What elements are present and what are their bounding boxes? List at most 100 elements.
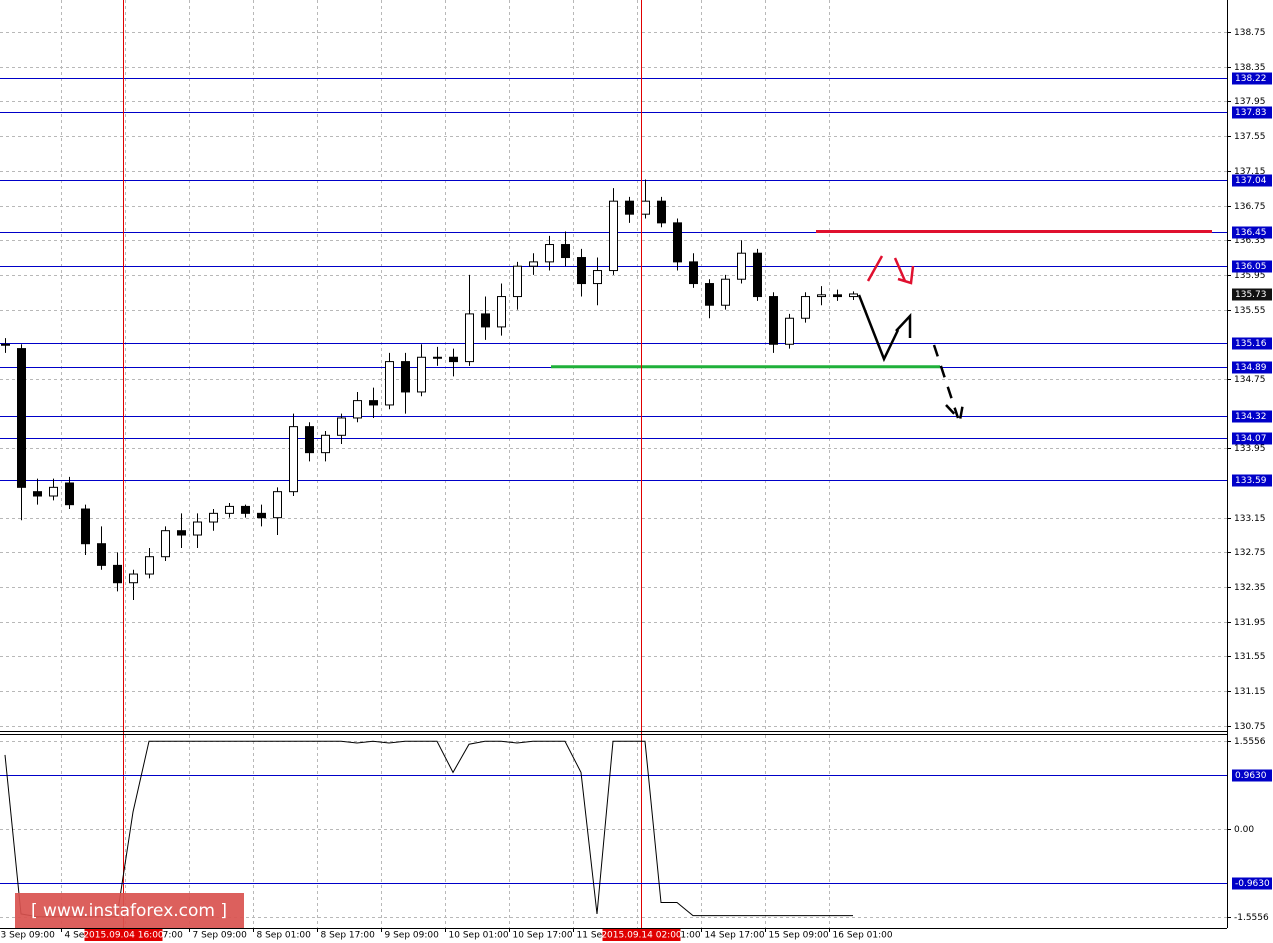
y-tick-label: 0.00 [1234,825,1254,835]
level-label: -0.9630 [1235,879,1270,889]
candle-body [513,265,522,298]
candle-body [145,556,154,575]
level-label-box [1232,410,1272,423]
candle-body [433,356,442,359]
candle-body [401,361,410,393]
candle-body [305,426,314,454]
level-label: 137.83 [1235,108,1267,118]
candle-body [369,400,378,406]
y-tick-label: 133.95 [1234,444,1266,454]
x-tick-label: 15 Sep 09:00 [769,931,829,941]
candle-body [225,505,234,514]
candle-body [849,293,858,298]
x-tick-label: 10 Sep 17:00 [513,931,573,941]
candle-body [625,200,634,215]
candle-body [609,200,618,272]
black-arrow [895,312,912,338]
marker-label: 2015.09.04 16:00 [83,931,164,941]
watermark: [ www.instaforex.com ] [15,893,244,928]
x-tick-label: 14 Sep 17:00 [705,931,765,941]
candle-body [737,252,746,280]
candle-body [721,278,730,306]
level-label-box [1232,260,1272,273]
candle-body [241,505,250,514]
y-tick-label: 138.35 [1234,63,1266,73]
candle-body [497,296,506,328]
candle-body [465,313,474,363]
candle-body [209,512,218,523]
level-label: 137.04 [1235,176,1267,186]
last-price-box [1232,288,1272,301]
marker-label: 2015.09.14 02:00 [601,931,682,941]
candle-body [113,564,122,584]
annotation-arrows [857,255,966,423]
candle-body [785,317,794,345]
x-tick-label: 7 Sep 09:00 [193,931,248,941]
y-tick-label: 131.95 [1234,618,1266,628]
y-tick-label: 1.5556 [1234,737,1266,747]
candle-body [481,313,490,328]
level-label-box [1232,769,1272,782]
x-tick-label: 10 Sep 01:00 [449,931,509,941]
last-price-label: 135.73 [1235,290,1267,300]
y-tick-label: 138.75 [1234,28,1266,38]
candle-body [417,356,426,393]
level-label-box [1232,877,1272,890]
level-label-box [1232,474,1272,487]
y-tick-label: 133.15 [1234,514,1266,524]
candle-body [193,521,202,536]
candle-body [177,530,186,536]
watermark-text: [ www.instaforex.com ] [31,901,227,921]
level-label: 134.32 [1235,412,1267,422]
watermark-box [15,893,244,928]
candle-body [289,426,298,493]
candle-body [161,530,170,558]
candle-body [545,244,554,263]
y-tick-label: 131.15 [1234,687,1266,697]
candle-body [81,508,90,545]
candle-body [641,200,650,215]
marker-label-box [602,929,681,941]
black-arrow [932,344,966,423]
candle-body [529,261,538,267]
y-tick-label: 135.95 [1234,271,1266,281]
candle-body [273,491,282,519]
y-tick-label: 136.35 [1234,236,1266,246]
candle-body [801,296,810,319]
candle-body [97,543,106,566]
candle-body [49,486,58,497]
y-tick-label: 132.75 [1234,548,1266,558]
y-tick-label: 136.75 [1234,202,1266,212]
level-label-box [1232,337,1272,350]
candle-body [353,400,362,419]
x-tick-label: 8 Sep 01:00 [257,931,312,941]
candle-body [577,257,586,285]
level-label: 0.9630 [1235,771,1267,781]
candle-body [129,573,138,584]
candle-body [257,512,266,519]
candle-body [33,491,42,497]
y-tick-label: 135.55 [1234,306,1266,316]
level-label: 136.05 [1235,262,1267,272]
y-tick-label: 130.75 [1234,722,1266,732]
candle-body [17,348,26,488]
red-arrow [893,257,915,285]
level-label: 133.59 [1235,476,1267,486]
x-tick-label: 9 Sep 09:00 [385,931,440,941]
marker-label-box [84,929,163,941]
indicator-line [4,740,853,918]
candle-body [657,200,666,224]
x-tick-label: 3 Sep 09:00 [1,931,56,941]
candle-body [337,417,346,436]
y-tick-label: 137.55 [1234,132,1266,142]
y-tick-label: -1.5556 [1234,913,1269,923]
level-label: 138.22 [1235,74,1267,84]
candle-body [769,296,778,345]
level-label: 134.07 [1235,434,1267,444]
candle-body [449,356,458,363]
black-arrow [857,294,900,363]
level-label-box [1232,226,1272,239]
y-tick-label: 132.35 [1234,583,1266,593]
